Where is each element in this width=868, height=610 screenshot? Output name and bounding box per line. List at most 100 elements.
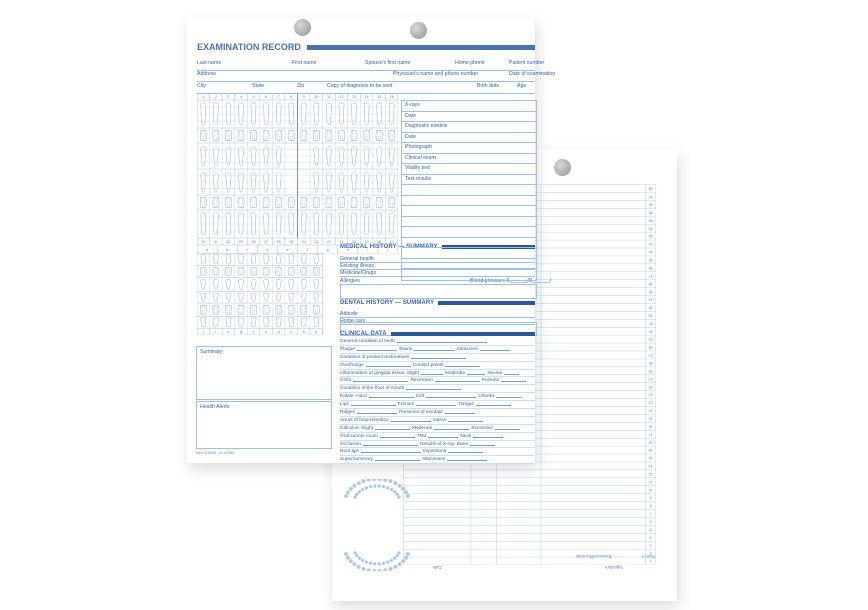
svg-text:20: 20 <box>352 240 356 244</box>
svg-text:19: 19 <box>365 240 369 244</box>
svg-text:18: 18 <box>377 240 381 244</box>
svg-text:9: 9 <box>303 95 305 99</box>
svg-text:32: 32 <box>201 240 205 244</box>
svg-text:a: a <box>206 248 208 252</box>
svg-text:10: 10 <box>314 95 318 99</box>
svg-text:3: 3 <box>650 543 652 547</box>
svg-text:f: f <box>307 248 308 252</box>
svg-text:4: 4 <box>240 95 242 99</box>
svg-text:15: 15 <box>377 95 381 99</box>
svg-text:48: 48 <box>649 187 653 191</box>
svg-text:a: a <box>315 330 317 334</box>
svg-text:29: 29 <box>239 240 243 244</box>
svg-text:27: 27 <box>649 353 653 357</box>
svg-text:15: 15 <box>649 448 653 452</box>
svg-text:i: i <box>215 330 216 334</box>
svg-text:c: c <box>290 330 292 334</box>
svg-text:43: 43 <box>649 226 653 230</box>
svg-text:5: 5 <box>253 95 255 99</box>
svg-text:26: 26 <box>649 361 653 365</box>
svg-text:13: 13 <box>649 464 653 468</box>
svg-text:8: 8 <box>650 504 652 508</box>
svg-text:b: b <box>303 330 305 334</box>
svg-text:23: 23 <box>649 385 653 389</box>
svg-text:24: 24 <box>649 377 653 381</box>
svg-text:9: 9 <box>650 496 652 500</box>
svg-text:12: 12 <box>339 95 343 99</box>
svg-text:17: 17 <box>649 432 653 436</box>
svg-text:41: 41 <box>649 242 653 246</box>
svg-text:20: 20 <box>649 409 653 413</box>
svg-text:4: 4 <box>650 535 652 539</box>
svg-text:26: 26 <box>277 240 281 244</box>
svg-text:f: f <box>253 330 254 334</box>
svg-text:13: 13 <box>352 95 356 99</box>
svg-text:14: 14 <box>649 456 653 460</box>
svg-text:7: 7 <box>278 95 280 99</box>
svg-text:24: 24 <box>302 240 306 244</box>
svg-text:21: 21 <box>649 401 653 405</box>
svg-text:25: 25 <box>289 240 293 244</box>
svg-text:44: 44 <box>649 218 653 222</box>
svg-text:e: e <box>286 248 288 252</box>
svg-text:31: 31 <box>649 321 653 325</box>
svg-text:40: 40 <box>649 250 653 254</box>
svg-text:30: 30 <box>226 240 230 244</box>
svg-text:2: 2 <box>215 95 217 99</box>
svg-text:33: 33 <box>649 306 653 310</box>
svg-text:6: 6 <box>265 95 267 99</box>
svg-text:g: g <box>327 248 329 252</box>
svg-text:30: 30 <box>649 329 653 333</box>
svg-text:b: b <box>226 248 228 252</box>
svg-text:c: c <box>246 248 248 252</box>
svg-text:22: 22 <box>649 393 653 397</box>
svg-text:2: 2 <box>650 551 652 555</box>
svg-text:11: 11 <box>649 480 653 484</box>
svg-text:19: 19 <box>649 417 653 421</box>
svg-text:35: 35 <box>649 290 653 294</box>
svg-text:g: g <box>240 330 242 334</box>
svg-text:36: 36 <box>649 282 653 286</box>
svg-text:38: 38 <box>649 266 653 270</box>
svg-text:31: 31 <box>214 240 218 244</box>
svg-text:29: 29 <box>649 337 653 341</box>
svg-text:37: 37 <box>649 274 653 278</box>
svg-text:11: 11 <box>327 95 331 99</box>
svg-text:10: 10 <box>649 488 653 492</box>
svg-text:32: 32 <box>649 314 653 318</box>
svg-text:25: 25 <box>649 369 653 373</box>
svg-text:17: 17 <box>390 240 394 244</box>
svg-text:d: d <box>266 248 268 252</box>
svg-text:27: 27 <box>264 240 268 244</box>
svg-text:34: 34 <box>649 298 653 302</box>
svg-text:6: 6 <box>650 520 652 524</box>
svg-text:16: 16 <box>649 440 653 444</box>
svg-text:7: 7 <box>650 512 652 516</box>
svg-text:28: 28 <box>252 240 256 244</box>
svg-text:5: 5 <box>650 527 652 531</box>
svg-text:e: e <box>265 330 267 334</box>
svg-text:3: 3 <box>227 95 229 99</box>
svg-text:1: 1 <box>650 559 652 563</box>
svg-text:18: 18 <box>649 424 653 428</box>
svg-text:h: h <box>227 330 229 334</box>
svg-text:8: 8 <box>290 95 292 99</box>
svg-text:46: 46 <box>649 203 653 207</box>
svg-text:16: 16 <box>390 95 394 99</box>
svg-text:h: h <box>347 248 349 252</box>
svg-text:i: i <box>367 248 368 252</box>
svg-text:d: d <box>278 330 280 334</box>
svg-text:39: 39 <box>649 258 653 262</box>
svg-text:12: 12 <box>649 472 653 476</box>
svg-text:1: 1 <box>202 95 204 99</box>
svg-text:j: j <box>202 330 204 334</box>
svg-text:42: 42 <box>649 234 653 238</box>
svg-text:22: 22 <box>327 240 331 244</box>
svg-text:23: 23 <box>314 240 318 244</box>
svg-text:21: 21 <box>339 240 343 244</box>
svg-text:14: 14 <box>365 95 369 99</box>
svg-text:j: j <box>387 248 389 252</box>
svg-text:47: 47 <box>649 195 653 199</box>
svg-text:28: 28 <box>649 345 653 349</box>
svg-text:45: 45 <box>649 210 653 214</box>
